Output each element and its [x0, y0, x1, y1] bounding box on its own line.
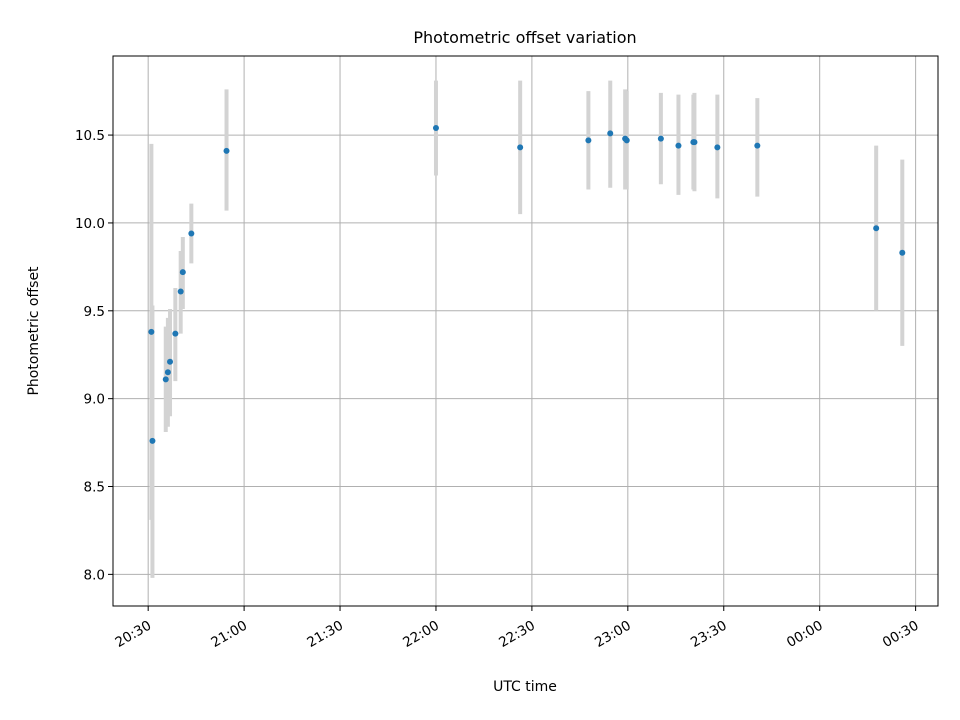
data-point [148, 328, 155, 335]
data-point [167, 358, 174, 365]
data-point [657, 135, 664, 142]
data-point [585, 137, 592, 144]
error-bars [149, 80, 905, 578]
data-point [623, 137, 630, 144]
x-tick-label: 23:00 [592, 618, 634, 651]
data-point [177, 288, 184, 295]
y-tick-label: 9.0 [84, 392, 105, 408]
data-points [148, 125, 906, 444]
data-point [172, 330, 179, 337]
data-point [690, 139, 697, 146]
data-point [754, 142, 761, 149]
y-tick-label: 8.5 [84, 480, 105, 496]
data-point [149, 437, 156, 444]
data-point [164, 369, 171, 376]
data-point [675, 142, 682, 149]
data-point [432, 125, 439, 132]
data-point [223, 147, 230, 154]
data-point [899, 249, 906, 256]
grid [113, 56, 938, 606]
y-tick-label: 9.5 [84, 304, 105, 320]
chart-title: Photometric offset variation [413, 28, 636, 47]
x-axis-ticks: 20:30 21:00 21:30 22:00 22:30 23:00 23:30 00:00… [112, 606, 922, 651]
plot-frame [112, 55, 939, 607]
data-point [179, 269, 186, 276]
data-point [162, 376, 169, 383]
x-tick-label: 22:00 [400, 618, 442, 651]
y-tick-label: 8.0 [84, 567, 105, 583]
y-axis-ticks: 8.0 8.5 9.0 9.5 10.0 10.5 [75, 128, 113, 583]
y-tick-label: 10.5 [75, 128, 105, 144]
data-point [607, 130, 614, 137]
y-tick-label: 10.0 [75, 216, 105, 232]
x-tick-label: 21:30 [304, 618, 346, 651]
x-tick-label: 20:30 [112, 618, 154, 651]
x-tick-label: 21:00 [208, 618, 250, 651]
x-tick-label: 00:30 [880, 618, 922, 651]
x-axis-label: UTC time [493, 679, 557, 695]
data-point [188, 230, 195, 237]
x-tick-label: 00:00 [784, 618, 826, 651]
data-point [517, 144, 524, 151]
y-axis-label: Photometric offset [26, 266, 42, 396]
data-point [714, 144, 721, 151]
data-point [873, 225, 880, 232]
x-tick-label: 23:30 [688, 618, 730, 651]
x-tick-label: 22:30 [496, 618, 538, 651]
